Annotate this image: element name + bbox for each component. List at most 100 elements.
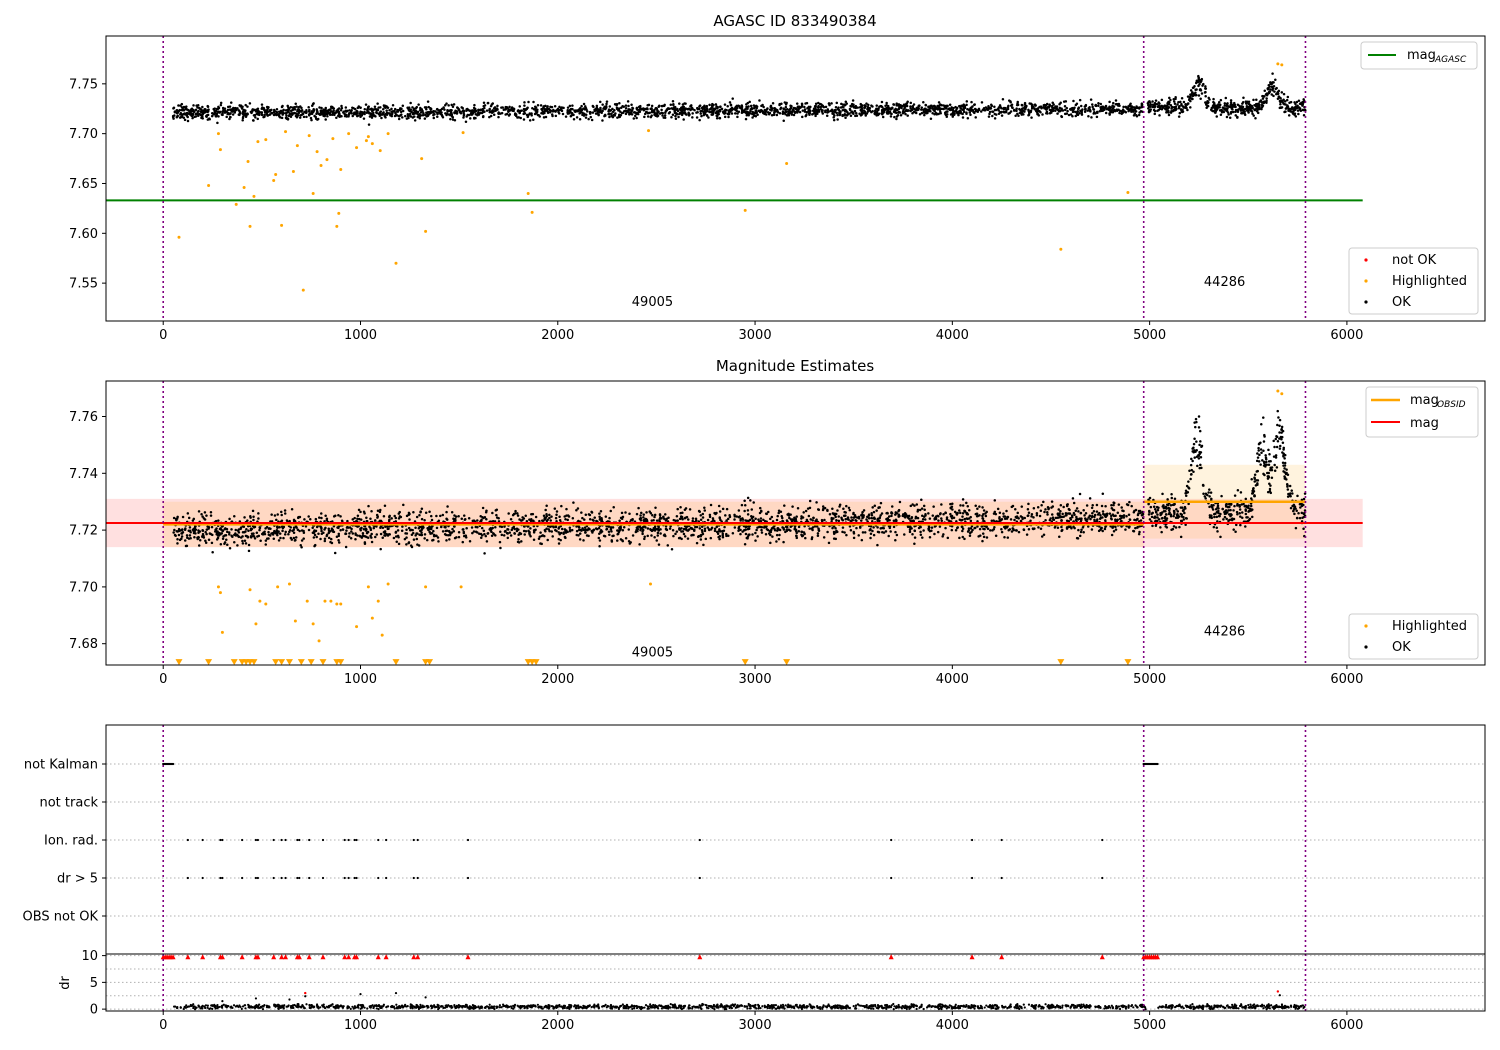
ok-point: [714, 103, 718, 106]
ok-point: [748, 112, 752, 115]
ok-point: [323, 520, 326, 523]
ok-point: [508, 105, 511, 109]
ok-point: [494, 526, 497, 529]
ok-point: [420, 108, 424, 111]
ok-point: [1179, 100, 1182, 104]
ok-point: [1091, 105, 1094, 109]
ok-point: [191, 519, 195, 522]
ok-point: [1158, 114, 1161, 117]
ok-point: [188, 112, 191, 116]
ok-point: [1101, 106, 1105, 109]
ok-point: [998, 104, 1002, 107]
ok-point: [1067, 507, 1071, 511]
ok-point: [860, 519, 863, 522]
ok-point: [268, 108, 272, 112]
highlighted-point: [461, 131, 465, 135]
ok-point: [414, 526, 417, 530]
ok-point: [1157, 101, 1160, 104]
ok-point: [437, 109, 440, 112]
ok-point: [415, 105, 419, 109]
ok-point: [590, 118, 594, 122]
ok-point: [946, 110, 949, 113]
ok-point: [764, 532, 768, 536]
ok-point: [526, 106, 529, 110]
ok-point: [344, 106, 348, 109]
ok-point: [244, 542, 248, 545]
ok-point: [698, 118, 701, 122]
ok-point: [456, 106, 459, 109]
ok-point: [183, 118, 187, 122]
ok-point: [791, 505, 794, 508]
ok-point: [331, 107, 335, 110]
ok-point: [490, 111, 494, 114]
ok-point: [454, 109, 457, 113]
ok-point: [595, 527, 599, 531]
ok-point: [690, 534, 693, 537]
ok-point: [824, 110, 827, 114]
ok-point: [593, 108, 596, 112]
ok-point: [181, 531, 185, 534]
ok-point: [411, 106, 414, 109]
ok-point: [730, 112, 734, 115]
ok-point: [313, 533, 317, 537]
ok-point: [288, 529, 292, 532]
ok-point: [233, 107, 236, 110]
ok-point: [519, 116, 522, 120]
ok-point: [587, 117, 590, 121]
ok-point: [1036, 112, 1039, 116]
ok-point: [1260, 107, 1263, 111]
ok-point: [1226, 102, 1229, 105]
ok-point: [1180, 104, 1183, 107]
ok-point: [739, 517, 742, 521]
ok-point: [931, 112, 934, 115]
ok-point: [412, 510, 415, 514]
ok-point: [432, 529, 435, 533]
ok-point: [191, 116, 194, 120]
ok-point: [731, 532, 735, 535]
ok-point: [195, 104, 198, 107]
ok-point: [966, 108, 969, 111]
ok-point: [210, 541, 214, 545]
ok-point: [919, 533, 923, 536]
ok-point: [1297, 99, 1301, 102]
ok-point: [275, 111, 279, 114]
ok-point: [845, 114, 849, 117]
ok-point: [390, 517, 393, 520]
ok-point: [206, 113, 210, 117]
ok-point: [1010, 106, 1014, 109]
ok-point: [1056, 112, 1059, 115]
ok-point: [1018, 111, 1022, 115]
ok-point: [474, 109, 477, 113]
ok-point: [376, 102, 379, 105]
ok-point: [1207, 96, 1210, 100]
ok-point: [1121, 108, 1125, 111]
ok-point: [642, 516, 645, 519]
ok-point: [480, 526, 484, 530]
ok-point: [427, 105, 431, 109]
ok-point: [728, 515, 732, 519]
ok-point: [725, 532, 728, 536]
ok-point: [1030, 116, 1033, 119]
ok-point: [958, 111, 961, 115]
ok-point: [963, 517, 966, 521]
ok-point: [695, 116, 699, 119]
ok-point: [870, 513, 874, 517]
ok-point: [1174, 95, 1177, 99]
ok-point: [875, 110, 879, 114]
ok-point: [382, 514, 386, 518]
ok-point: [322, 108, 325, 111]
ok-point: [517, 533, 520, 537]
ok-point: [491, 511, 494, 515]
ok-point: [678, 517, 682, 521]
ok-point: [277, 112, 280, 116]
ok-point: [315, 535, 318, 539]
ok-point: [551, 535, 554, 538]
ok-point: [266, 107, 270, 110]
ok-point: [793, 516, 796, 520]
ok-point: [489, 114, 493, 118]
ok-point: [264, 543, 268, 546]
ok-point: [329, 108, 332, 111]
ok-point: [786, 107, 789, 111]
ok-point: [690, 107, 694, 111]
ok-point: [631, 106, 634, 110]
